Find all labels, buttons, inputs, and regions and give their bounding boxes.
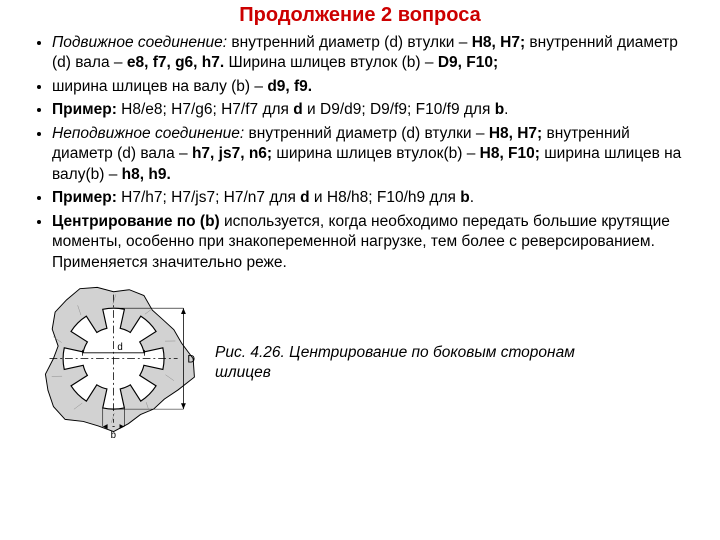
figure-caption: Рис. 4.26. Центрирование по боковым стор… [215, 343, 595, 383]
b3-s2: b [495, 101, 504, 118]
b5-t2: и H8/h8; F10/h9 для [310, 189, 461, 206]
b1-s1: H8, H7; [472, 34, 525, 51]
b5-t3: . [470, 189, 474, 206]
b3-s1: d [293, 101, 302, 118]
b4-t1: внутренний диаметр (d) втулки – [244, 125, 489, 142]
b1-t1: внутренний диаметр (d) втулки – [227, 34, 472, 51]
b4-t3: ширина шлицев втулок(b) – [272, 145, 480, 162]
b1-t3: Ширина шлицев втулок (b) – [224, 54, 438, 71]
svg-text:D: D [187, 354, 195, 366]
b3-t3: . [504, 101, 508, 118]
b3-lead: Пример: [52, 101, 117, 118]
b4-s2: h7, js7, n6; [192, 145, 272, 162]
b4-s1: H8, H7; [489, 125, 542, 142]
bullet-6: Центрирование по (b) используется, когда… [52, 212, 692, 273]
b2-t1: ширина шлицев на валу (b) – [52, 78, 267, 95]
bullet-5: Пример: H7/h7; H7/js7; H7/n7 для d и H8/… [52, 188, 692, 208]
figure-row: d Db Рис. 4.26. Центрирование по боковым … [28, 281, 692, 446]
svg-text:b: b [111, 430, 116, 441]
b6-lead: Центрирование по (b) [52, 213, 220, 230]
b1-s2: e8, f7, g6, h7. [127, 54, 224, 71]
bullet-4: Неподвижное соединение: внутренний диаме… [52, 124, 692, 185]
b5-s2: b [460, 189, 469, 206]
b1-lead: Подвижное соединение: [52, 34, 227, 51]
b2-s1: d9, f9. [267, 78, 312, 95]
spline-diagram: d Db [28, 281, 203, 446]
b5-t1: H7/h7; H7/js7; H7/n7 для [117, 189, 300, 206]
bullet-3: Пример: H8/e8; H7/g6; H7/f7 для d и D9/d… [52, 100, 692, 120]
b1-s3: D9, F10; [438, 54, 498, 71]
b5-lead: Пример: [52, 189, 117, 206]
svg-text:d: d [117, 342, 122, 353]
page-title: Продолжение 2 вопроса [28, 4, 692, 27]
b4-s4: h8, h9. [122, 166, 171, 183]
b3-t1: H8/e8; H7/g6; H7/f7 для [117, 101, 293, 118]
b4-s3: H8, F10; [480, 145, 540, 162]
bullet-list: Подвижное соединение: внутренний диаметр… [28, 33, 692, 273]
b5-s1: d [300, 189, 309, 206]
b4-lead: Неподвижное соединение: [52, 125, 244, 142]
b3-t2: и D9/d9; D9/f9; F10/f9 для [303, 101, 495, 118]
bullet-2: ширина шлицев на валу (b) – d9, f9. [52, 77, 692, 97]
bullet-1: Подвижное соединение: внутренний диаметр… [52, 33, 692, 74]
